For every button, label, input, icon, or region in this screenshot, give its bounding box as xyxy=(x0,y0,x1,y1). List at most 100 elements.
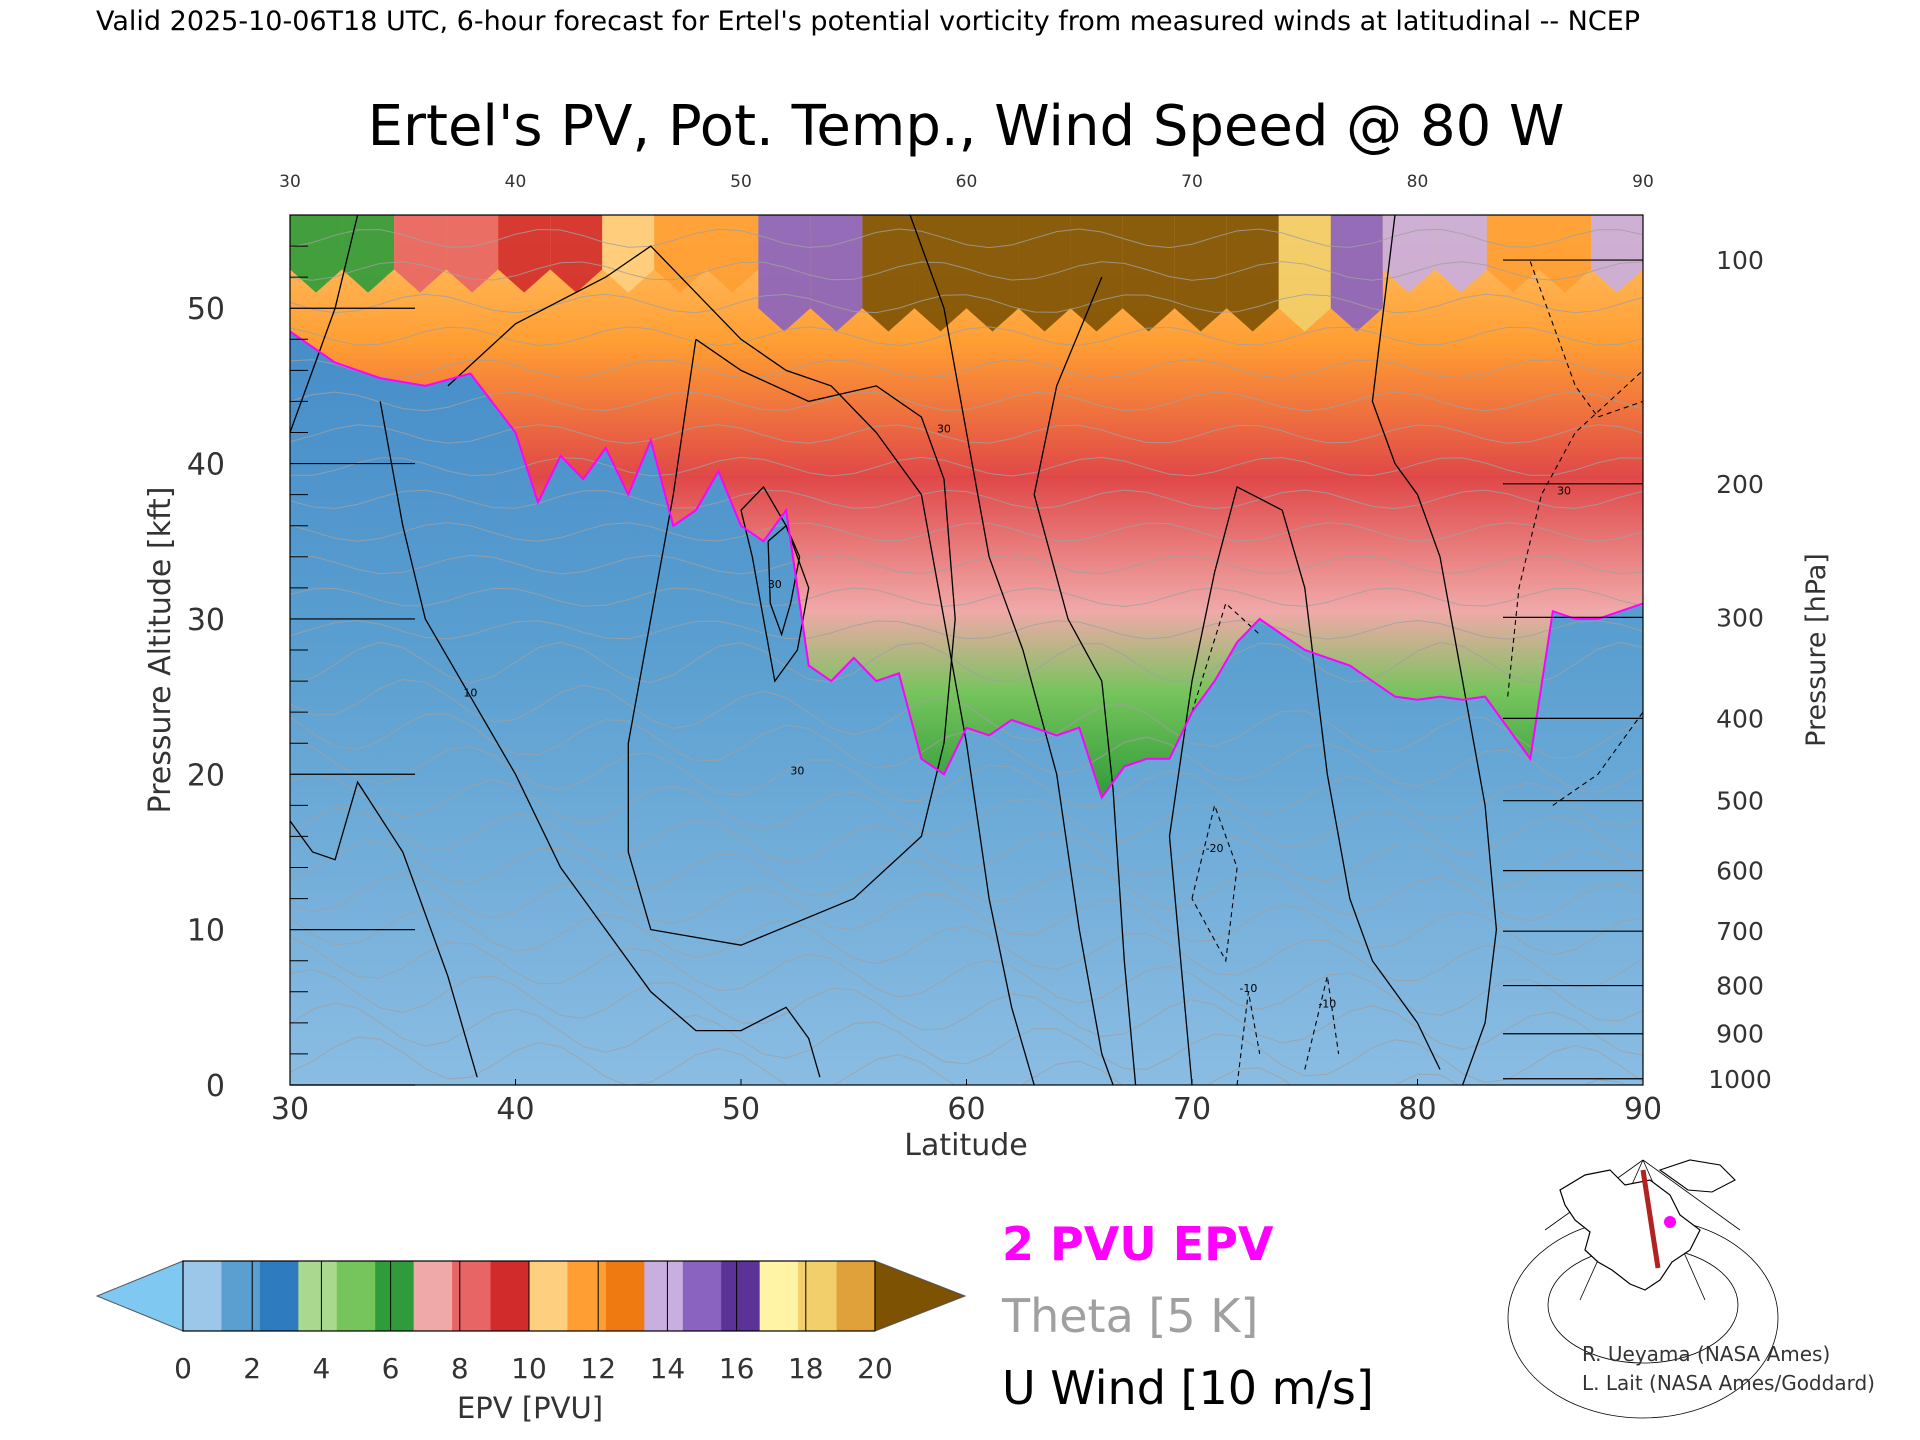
colorbar-label: EPV [PVU] xyxy=(457,1391,603,1425)
x-top-tick-label: 60 xyxy=(956,172,978,192)
pressure-tick-label: 800 xyxy=(1716,972,1764,1001)
pv-column xyxy=(1434,215,1487,293)
pressure-tick-label: 200 xyxy=(1716,470,1764,499)
u-wind-contour-label: 30 xyxy=(768,578,782,591)
pv-column xyxy=(1122,215,1175,332)
pressure-tick-label: 100 xyxy=(1716,246,1764,275)
valid-time-header: Valid 2025-10-06T18 UTC, 6-hour forecast… xyxy=(96,6,1640,37)
theta-contour xyxy=(290,968,1643,1056)
colorbar-cell xyxy=(490,1261,530,1331)
colorbar-over-triangle xyxy=(874,1260,967,1332)
theta-contour xyxy=(290,773,1643,861)
theta-contour xyxy=(290,424,1643,444)
chart-title: Ertel's PV, Pot. Temp., Wind Speed @ 80 … xyxy=(368,94,1565,159)
y-tick-label: 40 xyxy=(187,448,225,483)
u-wind-contour xyxy=(1033,276,1137,1085)
pv-column xyxy=(1070,215,1123,332)
y-axis-left: 0 10 20 30 40 50 xyxy=(187,214,415,1104)
u-wind-contour xyxy=(627,338,956,946)
y-tick-label: 30 xyxy=(187,603,225,638)
y-tick-label: 0 xyxy=(206,1069,225,1104)
x-top-tick-label: 90 xyxy=(1632,172,1654,192)
x-tick-label: 70 xyxy=(1173,1092,1211,1127)
theta-contour xyxy=(290,807,1643,887)
u-wind-contour xyxy=(767,524,801,637)
legend-u-wind: U Wind [10 m/s] xyxy=(1002,1361,1374,1415)
inset-map-marker xyxy=(1664,1216,1676,1228)
colorbar-cell xyxy=(221,1261,261,1331)
colorbar-cell xyxy=(567,1261,607,1331)
theta-contour xyxy=(290,678,1643,759)
stratosphere-fill xyxy=(290,215,1643,798)
u-wind-contour xyxy=(447,245,1035,1085)
colorbar-cell xyxy=(336,1261,376,1331)
colorbar-tick-label: 6 xyxy=(382,1352,400,1385)
pressure-tick-label: 1000 xyxy=(1708,1065,1772,1094)
colorbar-under-triangle xyxy=(95,1260,184,1332)
colorbar-tick-label: 8 xyxy=(451,1352,469,1385)
pv-column xyxy=(914,215,967,332)
u-wind-easterly-contour xyxy=(1507,369,1643,697)
pv-column xyxy=(1486,215,1539,293)
inset-map-continent xyxy=(1559,1169,1701,1291)
theta-contour xyxy=(290,739,1643,827)
pv-column xyxy=(1278,215,1331,332)
colorbar-cell xyxy=(298,1261,338,1331)
colorbar-tick-label: 2 xyxy=(243,1352,261,1385)
y-axis-right-label: Pressure [hPa] xyxy=(1801,553,1832,747)
theta-contour xyxy=(290,522,1643,542)
x-axis: 30 40 50 60 70 80 90 xyxy=(271,1079,1662,1127)
y-axis-right: 100 200 300 400 500 600 700 800 900 1000 xyxy=(1503,246,1772,1094)
u-wind-contours: 30 30 10 30 30 -20 -10 -10 xyxy=(290,215,1643,1085)
pv-column xyxy=(810,215,863,332)
x-axis-label: Latitude xyxy=(904,1128,1027,1163)
legend-2pvu: 2 PVU EPV xyxy=(1002,1217,1274,1271)
colorbar-tick-label: 18 xyxy=(788,1352,824,1385)
inset-map-section-line xyxy=(1640,1169,1661,1269)
u-wind-easterly-contour xyxy=(1236,991,1261,1085)
theta-contour xyxy=(290,713,1643,793)
pv-column xyxy=(966,215,1019,332)
x-top-tick-label: 70 xyxy=(1181,172,1203,192)
theta-contour xyxy=(290,873,1643,956)
theta-contour xyxy=(290,358,1643,379)
pressure-tick-label: 500 xyxy=(1716,787,1764,816)
colorbar-cell xyxy=(183,1261,222,1331)
colorbar-cell xyxy=(413,1261,453,1331)
theta-contour xyxy=(290,391,1643,412)
pv-column xyxy=(290,215,343,293)
x-top-tick-label: 30 xyxy=(279,172,301,192)
y-tick-label: 20 xyxy=(187,758,225,793)
theta-contour xyxy=(290,554,1643,575)
colorbar-tick-label: 10 xyxy=(511,1352,547,1385)
inset-map-greenland xyxy=(1658,1159,1736,1193)
colorbar-cell xyxy=(798,1261,838,1331)
credit-line-2: L. Lait (NASA Ames/Goddard) xyxy=(1582,1371,1875,1395)
colorbar-tick-label: 20 xyxy=(857,1352,893,1385)
colorbar-cell xyxy=(452,1261,492,1331)
theta-contour xyxy=(290,840,1643,922)
theta-contour xyxy=(290,936,1643,1022)
pv-column xyxy=(342,215,395,293)
credit-line-1: R. Ueyama (NASA Ames) xyxy=(1582,1342,1830,1366)
pv-column xyxy=(1330,215,1383,332)
pv-column xyxy=(602,215,655,293)
u-wind-contour xyxy=(379,401,821,1078)
u-wind-contour-label: 30 xyxy=(937,423,951,436)
theta-contour xyxy=(290,641,1643,684)
u-wind-contour xyxy=(1168,485,1441,1085)
theta-contour xyxy=(290,228,1643,249)
y-tick-label: 50 xyxy=(187,292,225,327)
colorbar-cell xyxy=(644,1261,684,1331)
u-wind-easterly-contour xyxy=(1552,711,1643,806)
colorbar-cell xyxy=(759,1261,799,1331)
pv-column xyxy=(1382,215,1435,293)
theta-contour xyxy=(290,489,1643,510)
inset-map xyxy=(1507,1152,1779,1419)
u-wind-contour-label: 30 xyxy=(790,764,804,777)
x-top-tick-label: 80 xyxy=(1407,172,1429,192)
colorbar-cell xyxy=(836,1261,876,1331)
theta-contours xyxy=(290,228,1643,1085)
colorbar-cell xyxy=(721,1261,761,1331)
colorbar-cell xyxy=(529,1261,568,1331)
